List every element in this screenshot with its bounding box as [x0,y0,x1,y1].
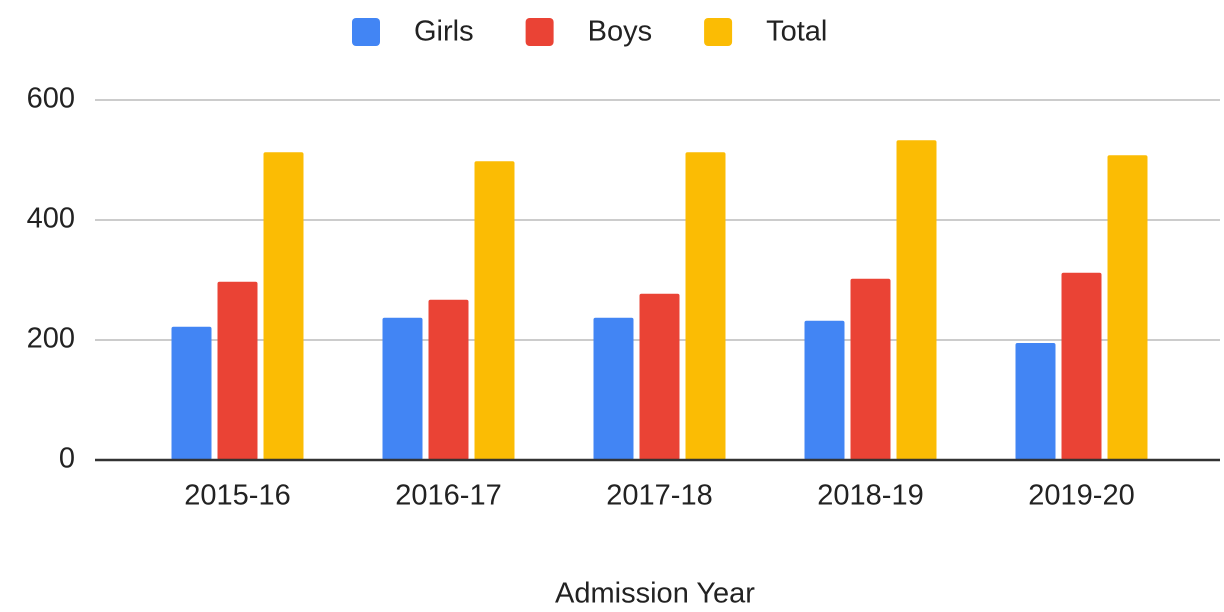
bar [1061,272,1102,460]
bar [1107,155,1148,460]
x-tick-label: 2018-19 [817,480,923,512]
bar [1015,343,1056,460]
bar [639,293,680,460]
y-tick-label: 600 [27,83,75,115]
legend-swatch [525,18,554,46]
bar [850,278,891,460]
bar [896,140,937,460]
x-tick-label: 2015-16 [184,480,290,512]
legend-label: Boys [588,16,652,48]
legend-label: Girls [414,16,474,48]
bar [263,152,304,460]
legend-swatch [704,18,733,46]
x-axis-title: Admission Year [555,578,755,610]
bar [685,152,726,460]
legend-swatch [352,18,380,46]
x-tick-label: 2017-18 [606,480,712,512]
bar [474,161,515,460]
bar [428,299,469,460]
bar [804,320,845,460]
bar [593,317,634,460]
x-tick-label: 2016-17 [395,480,501,512]
bar [217,281,258,460]
y-tick-label: 0 [59,443,75,475]
bar [171,326,212,460]
legend-label: Total [766,16,827,48]
x-tick-label: 2019-20 [1028,480,1134,512]
y-tick-label: 200 [27,323,75,355]
bar [382,317,423,460]
y-tick-label: 400 [27,203,75,235]
